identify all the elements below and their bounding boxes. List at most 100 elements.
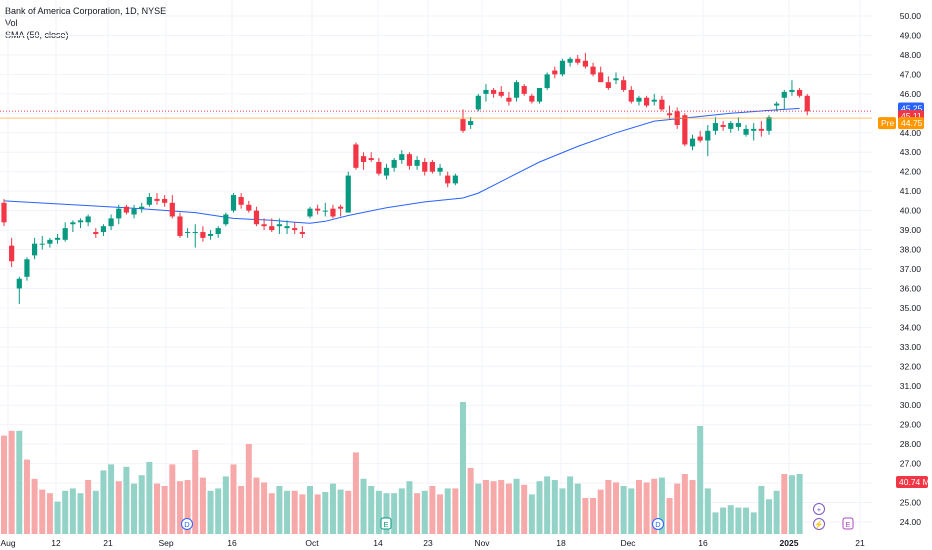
candle <box>215 226 221 238</box>
candle <box>399 150 405 164</box>
time-axis[interactable]: Aug 12 21 Sep 16 Oct 14 23 Nov 18 Dec 16 2025 21 <box>0 538 865 548</box>
candle-body <box>605 82 611 89</box>
candle-body <box>47 239 53 244</box>
event-markers[interactable]: D E D + ⚡ E <box>181 503 854 530</box>
price-axis[interactable]: 50.0049.0048.0047.0046.0045.0044.0043.00… <box>900 11 922 527</box>
candle-body <box>322 210 328 212</box>
candle-body <box>253 210 260 225</box>
price-tick-label: 29.00 <box>900 420 922 430</box>
candle-body <box>437 167 443 172</box>
volume-bar <box>635 480 642 534</box>
price-tick-label: 30.00 <box>900 400 922 410</box>
volume-bar <box>329 483 336 534</box>
candle-body <box>781 91 787 98</box>
candle <box>131 204 137 219</box>
price-tick-label: 42.00 <box>900 167 922 177</box>
candle <box>276 218 282 234</box>
candle <box>651 93 657 106</box>
volume-bar <box>597 489 604 534</box>
volume-bar <box>727 505 734 534</box>
candle-body <box>414 160 420 166</box>
volume-bar <box>559 488 566 534</box>
candle <box>521 84 527 96</box>
legend-symbol-title[interactable]: Bank of America Corporation, 1D, NYSE <box>5 6 167 16</box>
candle <box>728 121 734 133</box>
candle <box>406 152 413 170</box>
candle-body <box>230 195 237 211</box>
volume-bar <box>658 477 665 534</box>
volume-bar <box>276 486 283 534</box>
candle <box>307 206 313 219</box>
candle-body <box>353 144 359 168</box>
candle-body <box>139 206 145 209</box>
volume-bar <box>666 498 673 534</box>
candle-body <box>544 74 550 89</box>
price-tick-label: 34.00 <box>900 322 922 332</box>
candle <box>659 95 665 112</box>
candle <box>758 121 764 137</box>
candle-body <box>452 175 458 184</box>
candle <box>284 220 290 234</box>
price-tick-label: 35.00 <box>900 303 922 313</box>
price-tick-label: 39.00 <box>900 225 922 235</box>
volume-bar <box>23 459 30 534</box>
candle <box>536 88 543 104</box>
candle-body <box>307 208 313 217</box>
candle-body <box>651 99 657 102</box>
price-tick-label: 50.00 <box>900 11 922 21</box>
volume-bar <box>77 493 84 534</box>
dividend-marker-circle <box>181 518 193 530</box>
volume-bar <box>123 466 130 534</box>
candle <box>32 237 38 260</box>
time-tick-label: 21 <box>103 538 113 548</box>
earnings-marker-box <box>380 517 392 530</box>
sma-polyline <box>3 107 800 224</box>
candle <box>475 93 481 112</box>
candle-body <box>475 95 481 110</box>
time-tick-label: 21 <box>855 538 865 548</box>
candle <box>682 113 688 147</box>
candle <box>544 72 550 90</box>
price-tick-label: 41.00 <box>900 186 922 196</box>
price-tick-label: 24.00 <box>900 517 922 527</box>
candle-body <box>567 58 573 63</box>
volume-bar <box>360 478 367 534</box>
volume-bar <box>781 474 788 534</box>
candlesticks[interactable] <box>1 52 810 305</box>
volume-bar <box>268 493 275 534</box>
candle-body <box>521 86 527 94</box>
candle-body <box>728 123 734 129</box>
candle <box>552 66 558 79</box>
candle <box>575 54 581 65</box>
volume-bar <box>146 462 153 534</box>
pre-label-tag: Pre <box>881 118 895 128</box>
candle-body <box>39 243 45 245</box>
candle <box>383 163 390 180</box>
candle <box>391 158 397 172</box>
volume-bar <box>207 490 214 534</box>
candle-body <box>399 154 405 161</box>
price-tick-label: 46.00 <box>900 89 922 99</box>
candle <box>253 206 260 227</box>
volume-tag-bg <box>896 476 928 488</box>
legend-volume[interactable]: Vol <box>5 18 18 28</box>
candle-body <box>804 95 810 112</box>
volume-bar <box>39 489 46 534</box>
volume-bar <box>291 490 298 534</box>
candle <box>697 130 703 143</box>
volume-bar <box>8 430 15 534</box>
volume-bar <box>452 488 459 534</box>
candle <box>353 142 359 170</box>
candle-body <box>758 128 764 131</box>
volume-bar <box>230 464 237 534</box>
candle <box>238 193 244 209</box>
candle <box>422 158 428 176</box>
candle <box>230 193 237 213</box>
candle-body <box>32 243 38 256</box>
volume-bar <box>368 486 375 534</box>
candle-body <box>575 58 581 63</box>
volume-bar <box>651 478 658 534</box>
volume-bar <box>620 486 627 534</box>
candle <box>582 52 588 69</box>
